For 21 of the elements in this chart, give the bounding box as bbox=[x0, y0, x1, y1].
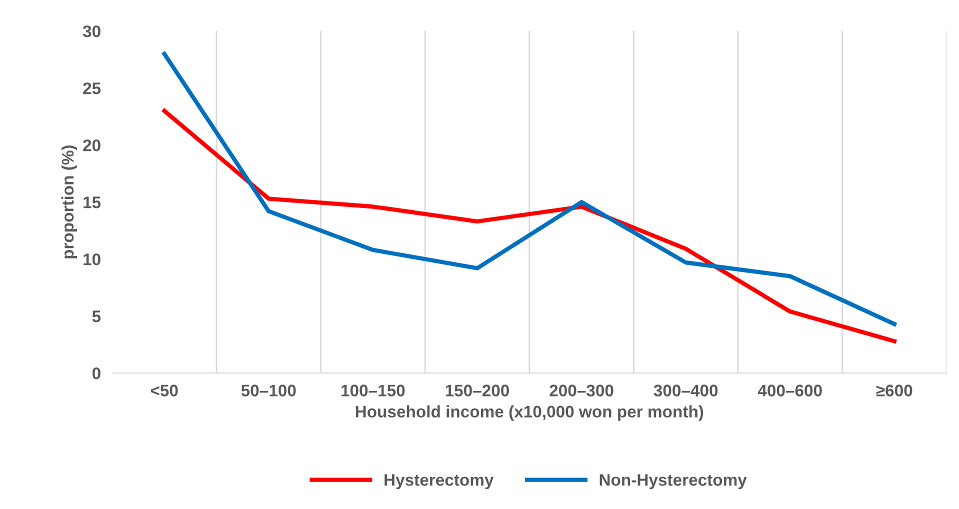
x-tick-label: 400–600 bbox=[758, 384, 822, 396]
x-tick-label: 50–100 bbox=[241, 384, 296, 396]
legend-label: Hysterectomy bbox=[384, 474, 494, 490]
x-tick-label: 150–200 bbox=[446, 384, 509, 396]
legend-label: Non-Hysterectomy bbox=[600, 474, 747, 490]
x-tick-label: ≥600 bbox=[876, 384, 912, 396]
x-tick-label: 300–400 bbox=[654, 384, 718, 396]
x-tick-label: 200–300 bbox=[550, 384, 614, 396]
y-axis-title: proportion (%) bbox=[61, 146, 77, 258]
x-tick-label: 100–150 bbox=[342, 384, 405, 396]
y-tick-label: 30 bbox=[82, 25, 100, 38]
y-tick-label: 5 bbox=[92, 310, 101, 322]
y-tick-label: 20 bbox=[83, 139, 100, 152]
y-tick-label: 25 bbox=[83, 82, 101, 94]
line-series bbox=[162, 108, 896, 344]
line-series bbox=[162, 52, 896, 326]
y-tick-label: 15 bbox=[84, 196, 101, 208]
y-tick-label: 0 bbox=[92, 368, 100, 380]
x-tick-label: <50 bbox=[150, 384, 178, 396]
x-axis-title: Household income (x10,000 won per month) bbox=[356, 405, 704, 421]
y-tick-label: 10 bbox=[84, 253, 100, 266]
